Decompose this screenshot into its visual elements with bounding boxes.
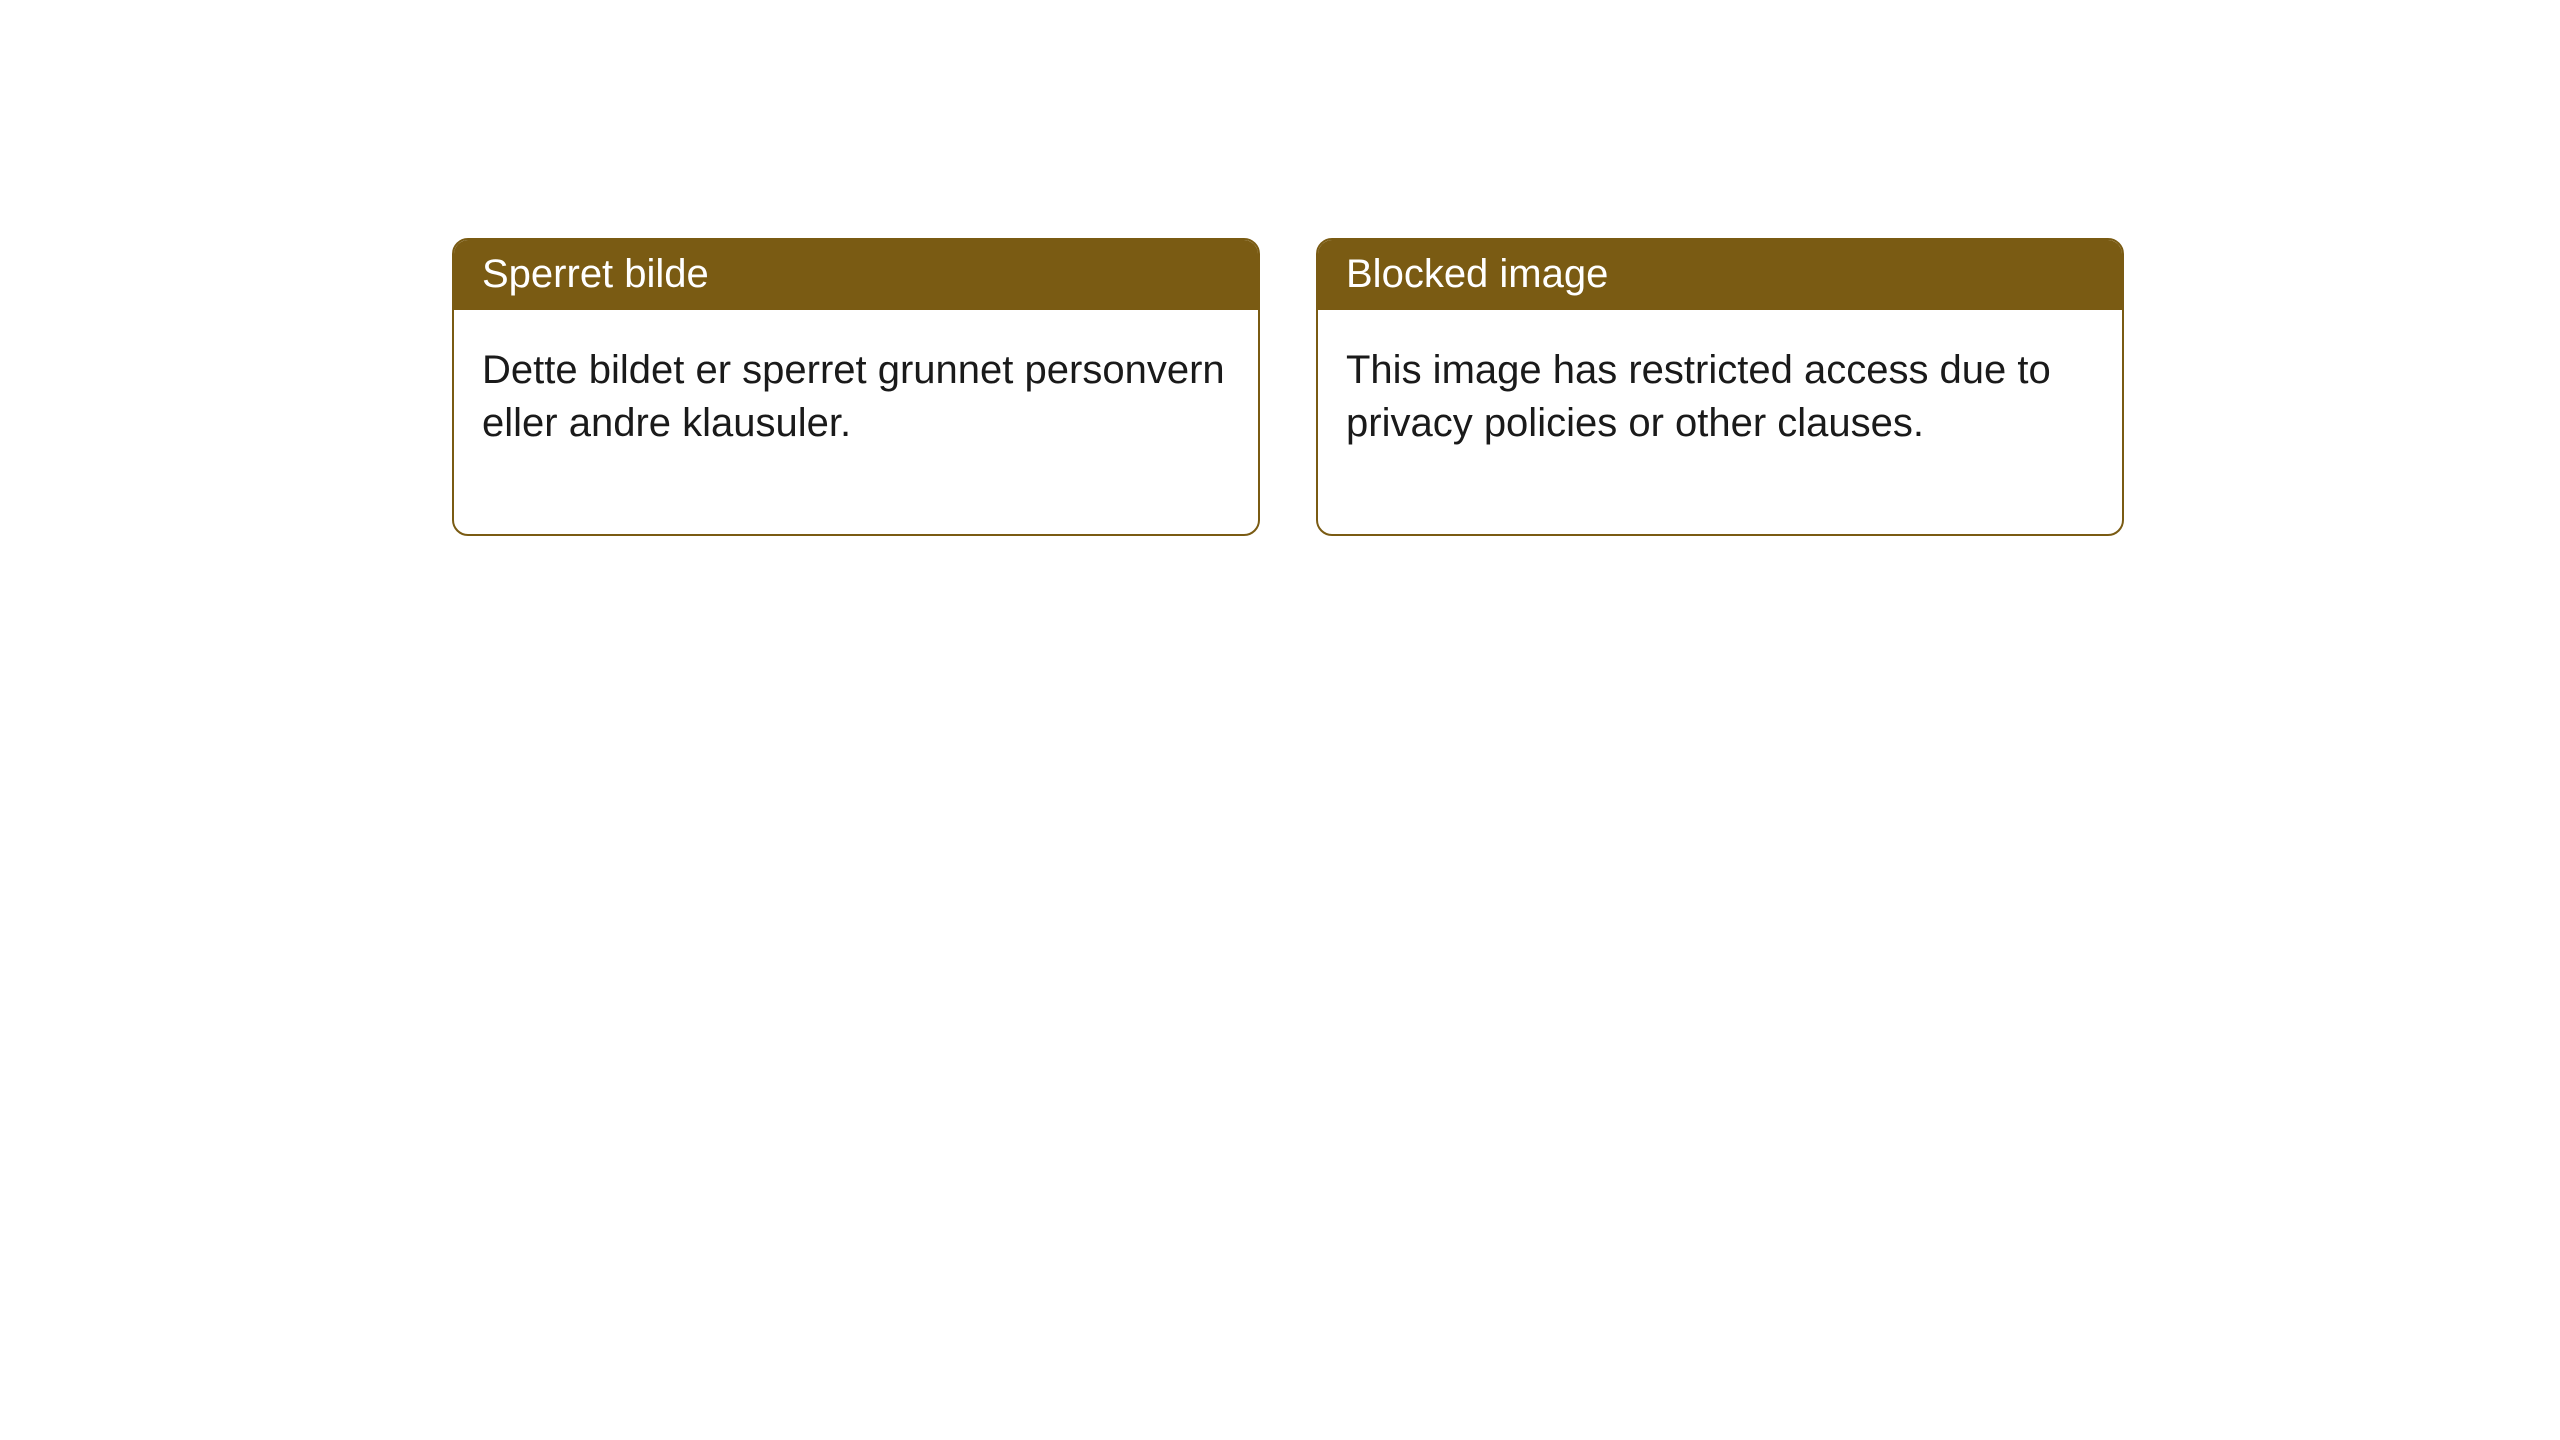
notice-card-body: Dette bildet er sperret grunnet personve… [454, 310, 1258, 534]
notice-card-title: Blocked image [1318, 240, 2122, 310]
notice-card-title: Sperret bilde [454, 240, 1258, 310]
notice-container: Sperret bilde Dette bildet er sperret gr… [0, 0, 2560, 536]
notice-card-english: Blocked image This image has restricted … [1316, 238, 2124, 536]
notice-card-body: This image has restricted access due to … [1318, 310, 2122, 534]
notice-card-norwegian: Sperret bilde Dette bildet er sperret gr… [452, 238, 1260, 536]
